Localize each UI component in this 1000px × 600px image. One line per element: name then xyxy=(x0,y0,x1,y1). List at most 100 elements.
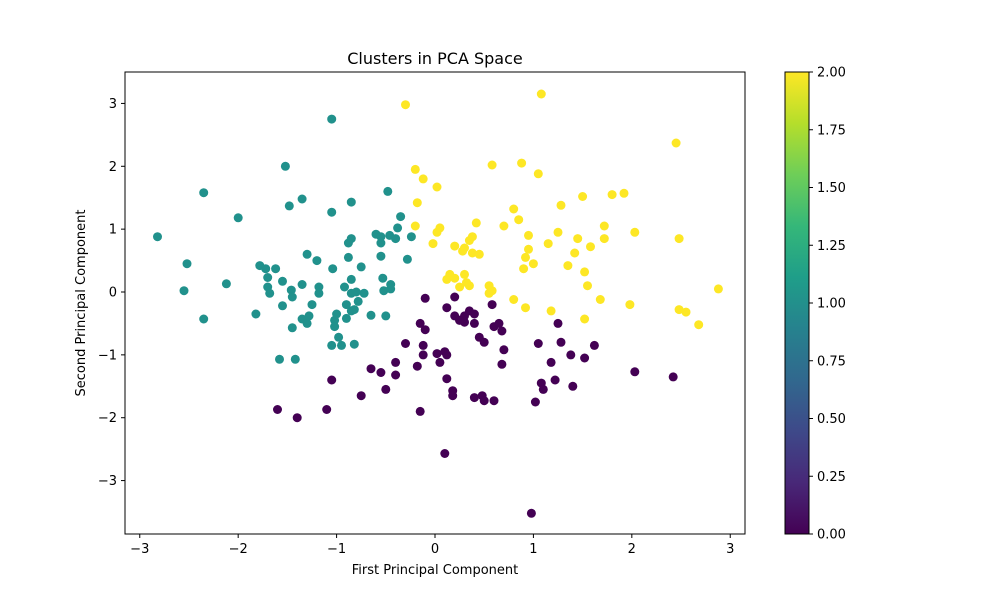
scatter-point-cluster-0 xyxy=(479,396,489,406)
scatter-point-cluster-1 xyxy=(376,232,386,242)
scatter-point-cluster-2 xyxy=(553,227,563,237)
scatter-point-cluster-1 xyxy=(286,285,296,295)
scatter-point-cluster-0 xyxy=(489,396,499,406)
scatter-point-cluster-2 xyxy=(509,204,519,214)
scatter-point-cluster-1 xyxy=(359,288,369,298)
scatter-point-cluster-1 xyxy=(307,300,317,310)
scatter-point-cluster-2 xyxy=(487,160,497,170)
scatter-point-cluster-2 xyxy=(630,227,640,237)
scatter-point-cluster-2 xyxy=(412,198,422,208)
scatter-point-cluster-1 xyxy=(396,212,406,222)
scatter-point-cluster-2 xyxy=(509,295,519,304)
scatter-point-cluster-0 xyxy=(566,350,576,360)
scatter-point-cluster-1 xyxy=(290,354,300,364)
scatter-point-cluster-1 xyxy=(349,339,359,349)
scatter-point-cluster-1 xyxy=(330,322,340,332)
scatter-point-cluster-2 xyxy=(580,267,590,277)
scatter-point-cluster-2 xyxy=(514,215,524,225)
scatter-point-cluster-1 xyxy=(393,223,403,233)
scatter-point-cluster-2 xyxy=(455,282,465,292)
scatter-point-cluster-0 xyxy=(418,350,428,360)
y-tick-label: −1 xyxy=(98,348,117,363)
scatter-point-cluster-1 xyxy=(302,318,312,328)
scatter-point-cluster-1 xyxy=(406,232,416,242)
scatter-point-cluster-2 xyxy=(467,232,477,242)
scatter-point-cluster-1 xyxy=(304,311,314,321)
points-layer xyxy=(153,89,723,518)
scatter-point-cluster-0 xyxy=(391,357,401,367)
scatter-point-cluster-0 xyxy=(381,384,391,394)
scatter-point-cluster-2 xyxy=(410,164,420,174)
scatter-point-cluster-1 xyxy=(179,286,189,296)
colorbar-tick-label: 0.50 xyxy=(817,412,846,427)
scatter-point-cluster-1 xyxy=(261,264,271,274)
scatter-point-cluster-0 xyxy=(412,361,422,371)
scatter-point-cluster-0 xyxy=(469,318,479,328)
scatter-point-cluster-1 xyxy=(280,161,290,171)
scatter-point-cluster-1 xyxy=(337,340,346,350)
scatter-point-cluster-1 xyxy=(221,279,231,289)
scatter-point-cluster-2 xyxy=(471,218,481,228)
scatter-point-cluster-1 xyxy=(271,264,281,274)
scatter-point-cluster-2 xyxy=(674,305,684,315)
scatter-point-cluster-2 xyxy=(524,230,533,240)
scatter-point-cluster-2 xyxy=(533,169,543,179)
y-tick-label: 2 xyxy=(109,160,117,175)
scatter-point-cluster-1 xyxy=(341,300,351,310)
scatter-point-cluster-1 xyxy=(341,313,351,323)
scatter-point-cluster-2 xyxy=(401,100,410,110)
scatter-point-cluster-0 xyxy=(630,367,640,377)
scatter-point-cluster-0 xyxy=(327,375,337,385)
scatter-point-cluster-2 xyxy=(619,188,629,198)
scatter-point-cluster-2 xyxy=(432,182,442,192)
scatter-point-cluster-1 xyxy=(391,234,401,244)
colorbar-ticks: 0.00 0.25 0.50 0.75 1.00 1.25 1.50 1.75 2.00 xyxy=(809,66,846,543)
scatter-point-cluster-0 xyxy=(556,337,566,347)
scatter-point-cluster-0 xyxy=(442,374,452,384)
scatter-point-cluster-1 xyxy=(366,310,376,320)
y-axis-ticks: −3 −2 −1 0 1 2 3 xyxy=(98,97,125,489)
scatter-point-cluster-0 xyxy=(589,340,599,350)
scatter-point-cluster-1 xyxy=(199,188,209,198)
colorbar-tick-label: 1.75 xyxy=(817,123,846,138)
scatter-point-cluster-2 xyxy=(599,234,609,244)
scatter-point-cluster-0 xyxy=(497,326,507,336)
scatter-point-cluster-0 xyxy=(273,405,282,414)
scatter-point-cluster-1 xyxy=(351,287,361,297)
scatter-point-cluster-2 xyxy=(681,307,691,317)
scatter-point-cluster-1 xyxy=(383,186,393,196)
scatter-point-cluster-2 xyxy=(543,239,553,249)
scatter-point-cluster-1 xyxy=(327,114,337,124)
scatter-point-cluster-2 xyxy=(595,295,605,304)
colorbar-tick-label: 2.00 xyxy=(817,66,846,81)
scatter-point-cluster-0 xyxy=(479,337,489,347)
scatter-point-cluster-0 xyxy=(497,359,507,369)
x-axis-label: First Principal Component xyxy=(352,563,519,578)
x-tick-label: 3 xyxy=(726,542,734,557)
scatter-point-cluster-0 xyxy=(442,350,452,360)
scatter-point-cluster-1 xyxy=(353,296,363,306)
scatter-point-cluster-0 xyxy=(668,372,678,382)
scatter-point-cluster-2 xyxy=(428,239,438,249)
scatter-point-cluster-2 xyxy=(570,248,580,258)
scatter-point-cluster-0 xyxy=(322,405,332,414)
scatter-point-cluster-1 xyxy=(334,332,344,342)
scatter-point-cluster-1 xyxy=(284,201,294,211)
scatter-point-cluster-1 xyxy=(153,232,162,242)
scatter-point-cluster-2 xyxy=(450,241,460,251)
scatter-point-cluster-0 xyxy=(533,339,543,348)
scatter-point-cluster-1 xyxy=(182,259,192,269)
scatter-point-cluster-1 xyxy=(199,314,209,324)
scatter-point-cluster-1 xyxy=(263,273,273,282)
colorbar xyxy=(784,71,810,535)
scatter-point-cluster-1 xyxy=(278,301,287,311)
scatter-point-cluster-2 xyxy=(528,259,538,269)
colorbar-tick-label: 1.25 xyxy=(817,239,846,254)
scatter-point-cluster-2 xyxy=(563,261,573,271)
scatter-point-cluster-1 xyxy=(328,264,338,274)
scatter-point-cluster-2 xyxy=(499,221,509,231)
scatter-point-cluster-1 xyxy=(356,262,366,272)
scatter-point-cluster-0 xyxy=(356,391,366,401)
plot-frame xyxy=(124,71,746,535)
